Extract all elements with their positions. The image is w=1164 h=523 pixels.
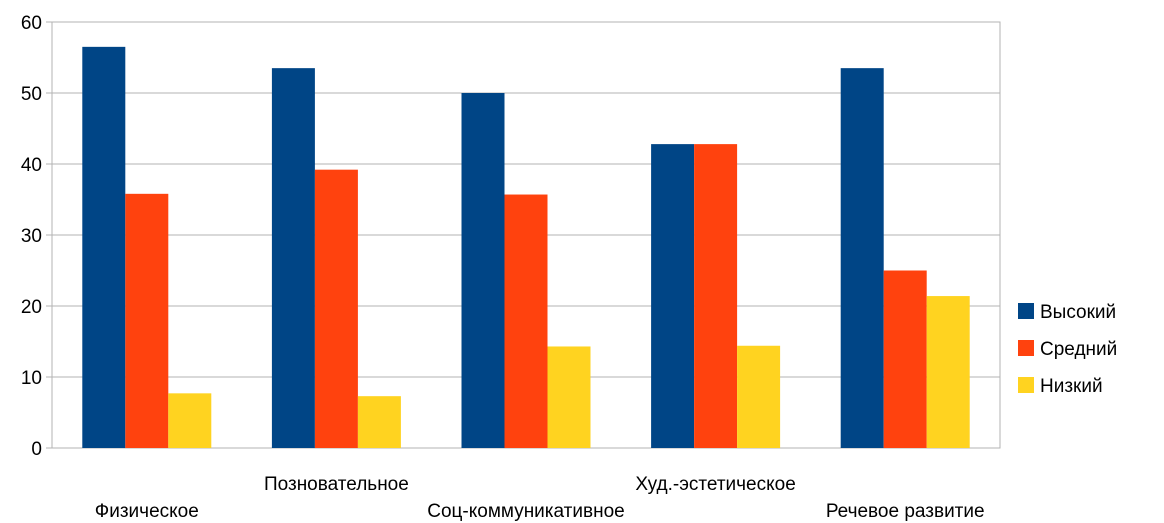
bars [82, 46, 970, 449]
bar-Средний-1 [314, 169, 358, 448]
bar-Высокий-1 [271, 68, 315, 449]
bar-Средний-2 [504, 194, 548, 448]
bar-Средний-0 [125, 193, 169, 448]
bar-Низкий-0 [168, 393, 212, 448]
legend-swatch [1018, 377, 1034, 393]
y-tick-label: 0 [31, 439, 42, 460]
legend-swatch [1018, 303, 1034, 319]
y-tick-label: 60 [21, 13, 42, 34]
legend-swatch [1018, 340, 1034, 356]
x-category-label: Речевое развитие [826, 501, 985, 522]
y-tick-label: 10 [21, 368, 42, 389]
legend: Высокий Средний Низкий [1018, 302, 1117, 397]
bar-Низкий-2 [547, 346, 591, 448]
bar-Высокий-2 [461, 93, 505, 448]
y-axis-ticks: 0 10 20 30 40 50 60 [21, 13, 42, 460]
bar-Высокий-3 [651, 144, 695, 448]
x-category-label: Физическое [95, 501, 199, 522]
legend-label: Средний [1040, 339, 1117, 360]
x-axis-categories: Физическое Позновательное Соц-коммуникатив… [95, 474, 985, 522]
bar-Низкий-4 [926, 296, 970, 448]
bar-Средний-3 [694, 144, 738, 448]
legend-label: Низкий [1040, 376, 1103, 397]
y-tick-label: 50 [21, 84, 42, 105]
legend-label: Высокий [1040, 302, 1116, 323]
y-tick-label: 30 [21, 226, 42, 247]
x-category-label: Соц-коммуникативное [427, 501, 624, 522]
bar-Низкий-1 [357, 396, 401, 448]
y-tick-label: 40 [21, 155, 42, 176]
bar-Низкий-3 [737, 345, 781, 448]
bar-Высокий-0 [82, 46, 126, 448]
bar-Высокий-4 [840, 68, 884, 449]
bar-Средний-4 [883, 270, 927, 448]
y-tick-label: 20 [21, 297, 42, 318]
x-category-label: Худ.-эстетическое [635, 474, 795, 495]
x-category-label: Позновательное [264, 474, 409, 495]
